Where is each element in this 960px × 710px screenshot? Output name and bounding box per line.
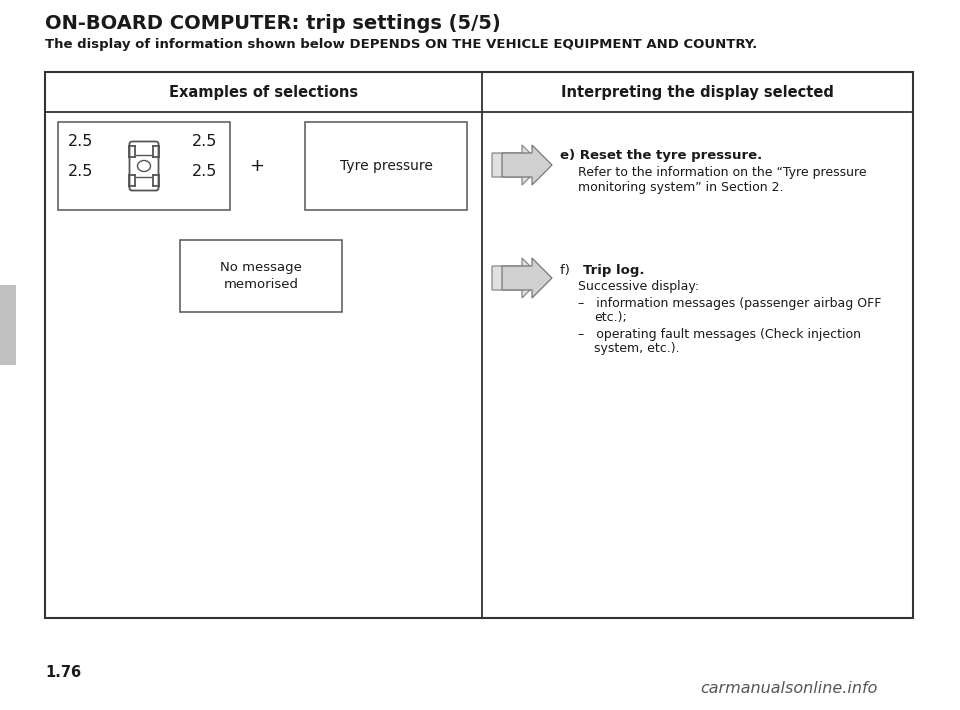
Bar [45,72,913,618]
Text: etc.);: etc.); [594,311,627,324]
Text: ON-BOARD COMPUTER: trip settings (5/5): ON-BOARD COMPUTER: trip settings (5/5) [45,14,501,33]
Text: 1.76: 1.76 [45,665,82,680]
Text: No message: No message [220,261,302,275]
Text: –   operating fault messages (Check injection: – operating fault messages (Check inject… [578,328,861,341]
Polygon shape [492,145,542,185]
Text: carmanualsonline.info: carmanualsonline.info [700,681,877,696]
Text: 2.5: 2.5 [68,164,93,179]
Text: Tyre pressure: Tyre pressure [340,159,432,173]
Text: +: + [250,157,265,175]
Text: monitoring system” in Section 2.: monitoring system” in Section 2. [578,181,783,194]
Text: Examples of selections: Examples of selections [169,84,358,99]
Polygon shape [502,258,552,298]
Text: memorised: memorised [224,278,299,290]
Text: The display of information shown below DEPENDS ON THE VEHICLE EQUIPMENT AND COUN: The display of information shown below D… [45,38,757,51]
Polygon shape [492,258,542,298]
Text: e) Reset the tyre pressure.: e) Reset the tyre pressure. [560,149,762,162]
Text: –   information messages (passenger airbag OFF: – information messages (passenger airbag… [578,297,881,310]
Text: Interpreting the display selected: Interpreting the display selected [561,84,834,99]
Ellipse shape [137,160,151,172]
Text: f): f) [560,264,578,277]
Text: system, etc.).: system, etc.). [594,342,680,355]
Text: Trip log.: Trip log. [583,264,644,277]
FancyBboxPatch shape [130,141,158,190]
Bar [0,285,16,365]
Polygon shape [502,145,552,185]
Bar [305,122,467,210]
Text: Successive display:: Successive display: [578,280,699,293]
Text: Refer to the information on the “Tyre pressure: Refer to the information on the “Tyre pr… [578,166,867,179]
Text: 2.5: 2.5 [68,134,93,149]
Bar [180,240,342,312]
Text: 2.5: 2.5 [192,134,217,149]
Text: 2.5: 2.5 [192,164,217,179]
Bar [58,122,230,210]
